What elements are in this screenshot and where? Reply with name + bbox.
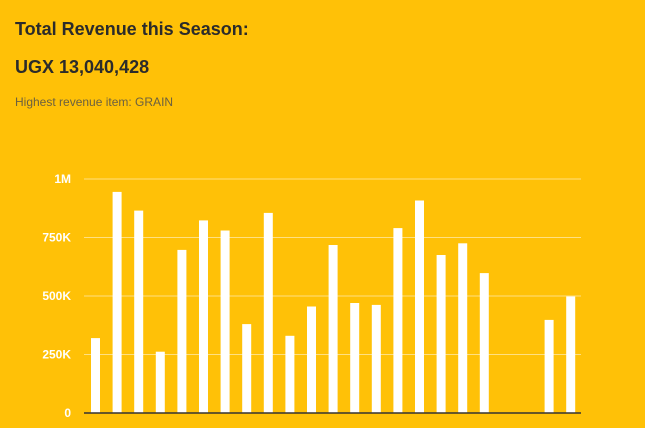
highest-revenue-item: Highest revenue item: GRAIN bbox=[15, 95, 174, 109]
revenue-title: Total Revenue this Season: bbox=[15, 19, 249, 39]
y-tick-label: 250K bbox=[42, 348, 71, 362]
bar[interactable] bbox=[350, 303, 360, 413]
bar[interactable] bbox=[91, 338, 100, 413]
bar[interactable] bbox=[112, 191, 122, 413]
bar[interactable] bbox=[544, 319, 554, 413]
bar[interactable] bbox=[220, 230, 230, 414]
y-axis-ticks: 0 250K 500K 750K 1M bbox=[42, 172, 71, 420]
bar[interactable] bbox=[458, 243, 468, 413]
bar[interactable] bbox=[242, 324, 252, 413]
bar[interactable] bbox=[285, 335, 295, 413]
bar[interactable] bbox=[155, 351, 165, 413]
bar[interactable] bbox=[479, 273, 489, 413]
bar[interactable] bbox=[371, 304, 381, 413]
bar[interactable] bbox=[393, 228, 403, 413]
bar[interactable] bbox=[263, 212, 273, 413]
y-tick-label: 500K bbox=[42, 289, 71, 303]
bar[interactable] bbox=[328, 245, 338, 413]
bar[interactable] bbox=[134, 210, 144, 413]
revenue-amount: UGX 13,040,428 bbox=[15, 57, 150, 77]
bar[interactable] bbox=[415, 200, 424, 414]
bar[interactable] bbox=[566, 296, 576, 414]
bar[interactable] bbox=[177, 249, 187, 413]
y-tick-label: 1M bbox=[54, 172, 71, 186]
y-tick-label: 0 bbox=[64, 406, 71, 420]
chart-bars bbox=[91, 191, 576, 414]
y-tick-label: 750K bbox=[42, 231, 71, 245]
bar[interactable] bbox=[307, 306, 316, 414]
bar[interactable] bbox=[199, 220, 208, 413]
bar[interactable] bbox=[436, 255, 446, 413]
